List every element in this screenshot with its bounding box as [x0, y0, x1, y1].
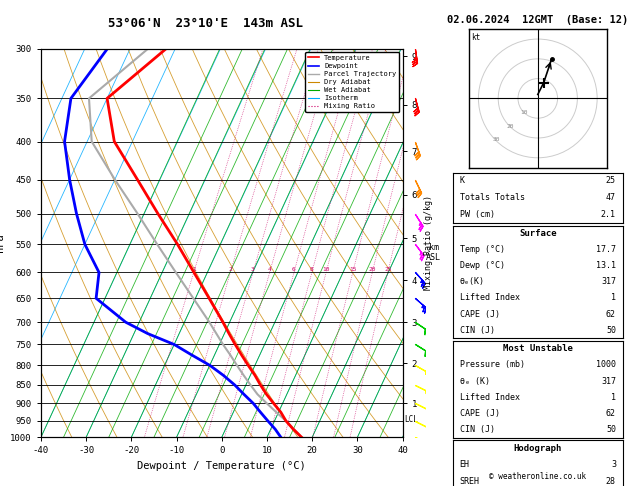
Text: 20: 20 [369, 267, 376, 273]
Text: Mixing Ratio (g/kg): Mixing Ratio (g/kg) [425, 195, 433, 291]
Text: 3: 3 [251, 267, 255, 273]
Text: 47: 47 [606, 193, 616, 202]
Text: Pressure (mb): Pressure (mb) [460, 361, 525, 369]
Y-axis label: hPa: hPa [0, 234, 5, 252]
Text: θₑ (K): θₑ (K) [460, 377, 489, 386]
Text: PW (cm): PW (cm) [460, 210, 494, 219]
Text: 2: 2 [228, 267, 232, 273]
X-axis label: Dewpoint / Temperature (°C): Dewpoint / Temperature (°C) [137, 461, 306, 471]
Text: 1000: 1000 [596, 361, 616, 369]
Text: 17.7: 17.7 [596, 245, 616, 254]
Text: 20: 20 [506, 123, 514, 129]
Text: 62: 62 [606, 310, 616, 319]
Text: 6: 6 [292, 267, 296, 273]
Text: 3: 3 [611, 460, 616, 469]
Text: Dewp (°C): Dewp (°C) [460, 261, 504, 270]
Text: Lifted Index: Lifted Index [460, 393, 520, 402]
Text: CIN (J): CIN (J) [460, 326, 494, 335]
Text: CAPE (J): CAPE (J) [460, 409, 499, 418]
Text: Hodograph: Hodograph [514, 444, 562, 453]
Text: 13.1: 13.1 [596, 261, 616, 270]
Text: Lifted Index: Lifted Index [460, 294, 520, 302]
Text: Most Unstable: Most Unstable [503, 344, 573, 353]
Text: K: K [460, 176, 465, 186]
Text: SREH: SREH [460, 477, 480, 486]
Text: 1: 1 [611, 393, 616, 402]
Text: 2.1: 2.1 [601, 210, 616, 219]
Text: CIN (J): CIN (J) [460, 425, 494, 434]
Text: Totals Totals: Totals Totals [460, 193, 525, 202]
Text: kt: kt [471, 34, 481, 42]
Text: EH: EH [460, 460, 470, 469]
Text: Surface: Surface [519, 229, 557, 238]
Text: LCL: LCL [404, 415, 418, 424]
Text: 25: 25 [384, 267, 391, 273]
Text: 317: 317 [601, 377, 616, 386]
Text: CAPE (J): CAPE (J) [460, 310, 499, 319]
Text: 62: 62 [606, 409, 616, 418]
Text: 02.06.2024  12GMT  (Base: 12): 02.06.2024 12GMT (Base: 12) [447, 15, 628, 25]
Text: © weatheronline.co.uk: © weatheronline.co.uk [489, 472, 586, 481]
Legend: Temperature, Dewpoint, Parcel Trajectory, Dry Adiabat, Wet Adiabat, Isotherm, Mi: Temperature, Dewpoint, Parcel Trajectory… [305, 52, 399, 112]
Text: 53°06'N  23°10'E  143m ASL: 53°06'N 23°10'E 143m ASL [108, 17, 304, 30]
Text: 25: 25 [606, 176, 616, 186]
Text: Temp (°C): Temp (°C) [460, 245, 504, 254]
Text: θₑ(K): θₑ(K) [460, 278, 485, 286]
Text: 30: 30 [493, 138, 500, 142]
Text: 10: 10 [322, 267, 330, 273]
Text: 15: 15 [349, 267, 357, 273]
Text: 317: 317 [601, 278, 616, 286]
Text: 4: 4 [268, 267, 272, 273]
Text: 1: 1 [192, 267, 196, 273]
Text: 50: 50 [606, 425, 616, 434]
Text: 50: 50 [606, 326, 616, 335]
Text: 28: 28 [606, 477, 616, 486]
Text: 8: 8 [310, 267, 314, 273]
Y-axis label: km
ASL: km ASL [426, 243, 441, 262]
Text: 10: 10 [520, 110, 528, 115]
Text: 1: 1 [611, 294, 616, 302]
